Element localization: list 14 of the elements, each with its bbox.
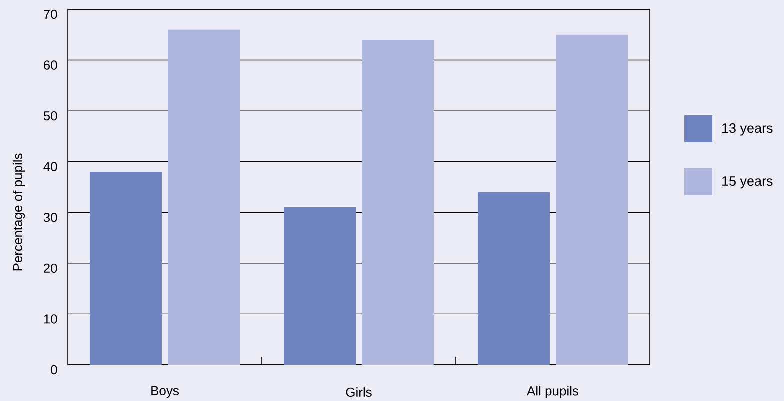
legend-label: 15 years: [722, 176, 773, 189]
y-tick-label: 30: [44, 213, 58, 222]
y-tick-label: 10: [44, 314, 58, 324]
legend-label: 13 years: [722, 124, 773, 136]
y-tick-label: 0: [51, 365, 58, 375]
y-tick-label: 20: [44, 264, 58, 274]
y-tick-label: 50: [44, 111, 58, 121]
y-tick-label: 70: [44, 10, 58, 20]
x-tick-label: Girls: [346, 387, 372, 398]
y-tick-label: 40: [44, 162, 58, 172]
x-tick-label: Boys: [152, 386, 179, 398]
x-tick-label: All pupils: [527, 386, 579, 398]
y-tick-label: 60: [44, 60, 58, 70]
y-axis-title: Percentage of pupils: [12, 154, 26, 271]
